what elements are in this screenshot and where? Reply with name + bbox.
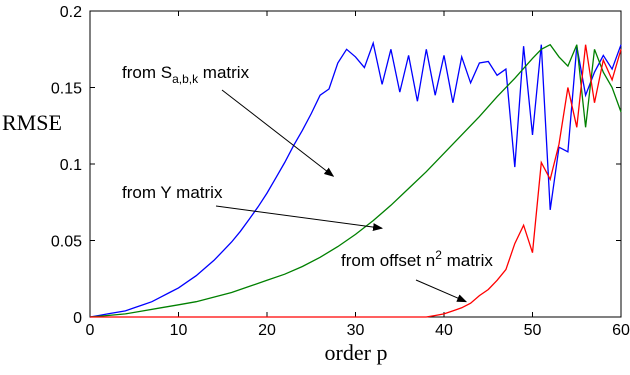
series-layer xyxy=(89,40,622,318)
x-tick-label: 0 xyxy=(86,322,95,339)
series-line-1 xyxy=(89,43,622,318)
y-tick-label: 0.2 xyxy=(60,4,82,21)
y-tick-label: 0.05 xyxy=(51,234,82,251)
series-line-0 xyxy=(89,40,622,318)
annotation-y-matrix: from Y matrix xyxy=(122,183,223,202)
y-tick-label: 0.1 xyxy=(60,157,82,174)
annotation-arrow-1 xyxy=(215,205,384,232)
x-tick-label: 30 xyxy=(347,322,365,339)
x-tick-label: 50 xyxy=(524,322,542,339)
y-axis-label: RMSE xyxy=(2,110,62,135)
y-tick-label: 0.15 xyxy=(51,81,82,98)
x-tick-label: 20 xyxy=(258,322,276,339)
annotation-arrow-2 xyxy=(415,279,468,303)
plot-area xyxy=(89,10,622,318)
annotation-layer: from Sa,b,k matrix from Y matrix from of… xyxy=(122,63,493,303)
annotation-arrow-0 xyxy=(221,89,335,177)
series-line-2 xyxy=(90,44,622,318)
axis-ticks: 0 10 20 30 40 50 60 0 0.05 0.1 0.15 0.2 xyxy=(51,4,630,339)
annotation-sabk: from Sa,b,k matrix xyxy=(122,63,250,86)
x-axis-label: order p xyxy=(325,340,388,365)
y-tick-label: 0 xyxy=(73,310,82,327)
annotation-offset-n2: from offset n2 matrix xyxy=(341,248,493,270)
x-tick-label: 40 xyxy=(435,322,453,339)
x-tick-label: 10 xyxy=(170,322,188,339)
x-tick-label: 60 xyxy=(612,322,630,339)
